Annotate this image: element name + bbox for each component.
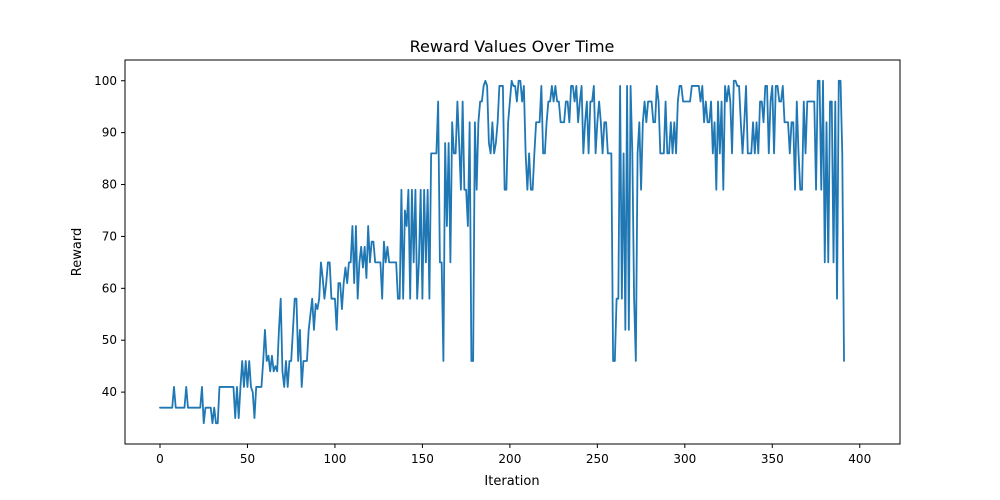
x-tick-label: 50 <box>240 452 255 466</box>
x-tick-label: 200 <box>498 452 521 466</box>
series-group <box>159 79 845 425</box>
y-tick-label: 90 <box>102 126 117 140</box>
y-tick-label: 70 <box>102 229 117 243</box>
y-tick-label: 80 <box>102 178 117 192</box>
y-tick-label: 100 <box>94 74 117 88</box>
x-tick-label: 400 <box>848 452 871 466</box>
y-tick-label: 40 <box>102 385 117 399</box>
x-tick-label: 150 <box>411 452 434 466</box>
x-tick-label: 300 <box>673 452 696 466</box>
x-tick-label: 350 <box>761 452 784 466</box>
x-axis-label: Iteration <box>484 474 539 489</box>
y-axis-ticks: 40 50 60 70 80 90 100 <box>94 74 125 399</box>
reward-series-line <box>159 79 845 425</box>
plot-frame <box>124 59 901 445</box>
chart-title: Reward Values Over Time <box>410 37 615 56</box>
x-tick-label: 100 <box>323 452 346 466</box>
x-tick-label: 0 <box>156 452 164 466</box>
y-axis-label: Reward <box>70 228 85 276</box>
x-tick-label: 250 <box>586 452 609 466</box>
y-tick-label: 50 <box>102 333 117 347</box>
y-tick-label: 60 <box>102 281 117 295</box>
x-axis-ticks: 0 50 100 150 200 250 300 350 400 <box>156 444 871 466</box>
